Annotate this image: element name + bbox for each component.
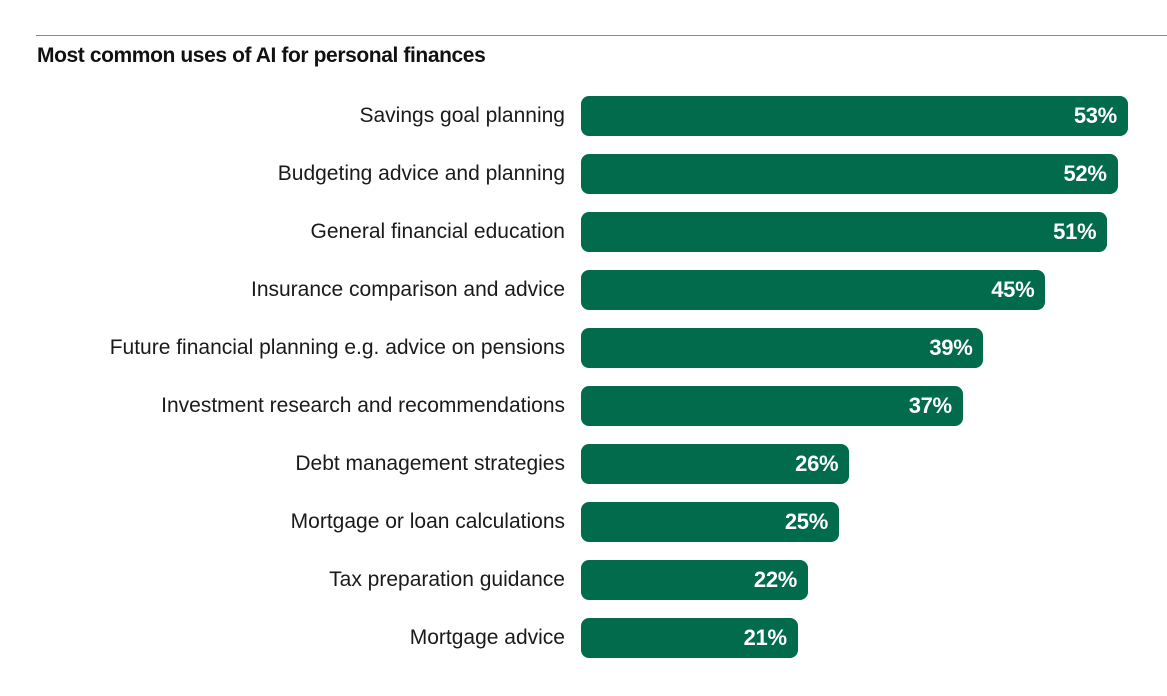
bar: 45% bbox=[581, 270, 1046, 310]
bar-label: Mortgage advice bbox=[409, 626, 565, 649]
bar-row: Tax preparation guidance 22% bbox=[0, 560, 1167, 600]
bar: 25% bbox=[581, 502, 839, 542]
bar-row: Insurance comparison and advice 45% bbox=[0, 270, 1167, 310]
bar: 21% bbox=[581, 618, 798, 658]
bar-label: Tax preparation guidance bbox=[329, 568, 565, 591]
bar-label: Insurance comparison and advice bbox=[250, 278, 565, 301]
top-divider bbox=[36, 35, 1167, 36]
bar-label: General financial education bbox=[310, 220, 565, 243]
bar-row: Future financial planning e.g. advice on… bbox=[0, 328, 1167, 368]
bar: 26% bbox=[581, 444, 850, 484]
bar-row: Investment research and recommendations … bbox=[0, 386, 1167, 426]
bar-value: 52% bbox=[1063, 161, 1107, 186]
bar-label: Future financial planning e.g. advice on… bbox=[109, 336, 565, 359]
bar: 53% bbox=[581, 96, 1128, 136]
chart-title: Most common uses of AI for personal fina… bbox=[37, 44, 486, 67]
bar-label: Savings goal planning bbox=[359, 104, 566, 127]
bar-value: 22% bbox=[753, 567, 798, 592]
bar: 22% bbox=[581, 560, 809, 600]
bar-label: Investment research and recommendations bbox=[161, 394, 565, 417]
bar-label: Mortgage or loan calculations bbox=[290, 510, 565, 533]
bar: 39% bbox=[581, 328, 984, 368]
bar-value: 51% bbox=[1053, 219, 1097, 244]
bar-row: Mortgage or loan calculations 25% bbox=[0, 502, 1167, 542]
bar-label: Debt management strategies bbox=[295, 452, 565, 475]
bar-value: 25% bbox=[784, 509, 828, 534]
bar-row: Savings goal planning 53% bbox=[0, 96, 1167, 136]
bar-value: 39% bbox=[929, 335, 973, 360]
bar: 37% bbox=[581, 386, 963, 426]
bar-value: 37% bbox=[908, 393, 952, 418]
bar-row: Debt management strategies 26% bbox=[0, 444, 1167, 484]
bar-row: Mortgage advice 21% bbox=[0, 618, 1167, 658]
bar: 51% bbox=[581, 212, 1108, 252]
bar-row: General financial education 51% bbox=[0, 212, 1167, 252]
bar: 52% bbox=[581, 154, 1118, 194]
bar-row: Budgeting advice and planning 52% bbox=[0, 154, 1167, 194]
bar-label: Budgeting advice and planning bbox=[277, 162, 565, 185]
bar-value: 21% bbox=[743, 625, 787, 650]
bar-value: 53% bbox=[1073, 103, 1117, 128]
bar-value: 45% bbox=[991, 277, 1035, 302]
bar-value: 26% bbox=[795, 451, 839, 476]
